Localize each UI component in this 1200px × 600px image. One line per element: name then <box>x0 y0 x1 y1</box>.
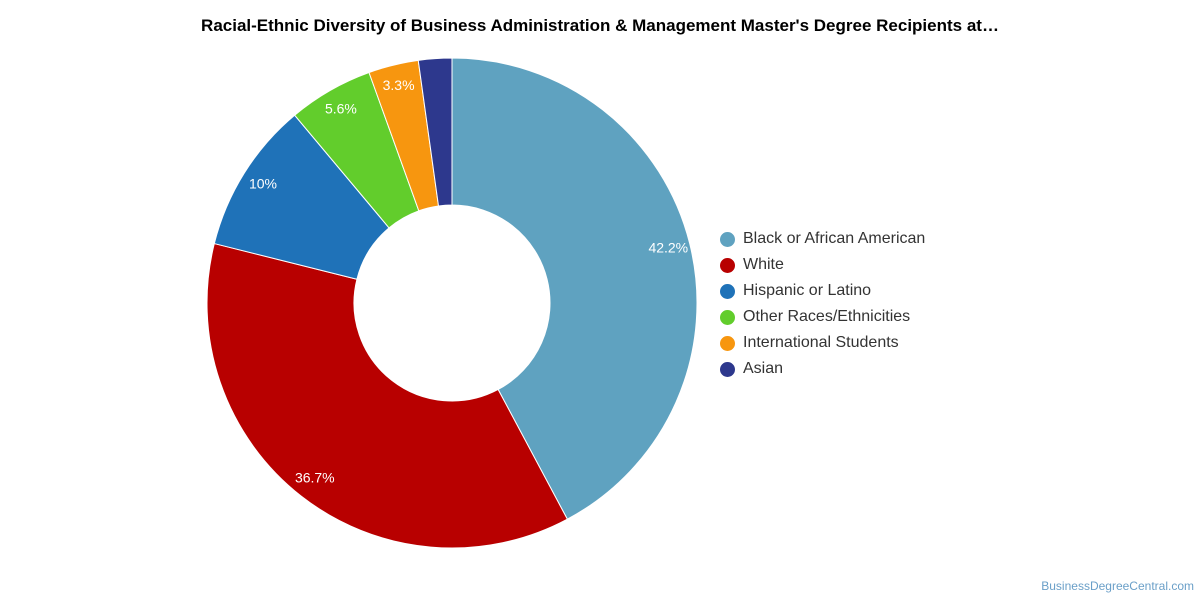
slice-label: 5.6% <box>325 100 357 116</box>
legend-label: Black or African American <box>743 230 926 247</box>
slice-black-or-african-american[interactable] <box>451 57 698 520</box>
legend-item[interactable]: International Students <box>720 330 925 356</box>
slice-label: 3.3% <box>383 77 415 93</box>
legend-label: Asian <box>743 360 784 377</box>
legend-item[interactable]: White <box>720 252 925 278</box>
slice-label: 10% <box>249 175 277 191</box>
chart-title: Racial-Ethnic Diversity of Business Admi… <box>201 16 999 35</box>
legend-label: White <box>743 256 784 273</box>
legend-swatch <box>720 309 735 325</box>
slice-label: 36.7% <box>295 469 335 485</box>
slice-label: 42.2% <box>648 240 688 256</box>
chart-legend: Black or African American White Hispanic o… <box>720 226 925 382</box>
legend-swatch <box>720 361 735 377</box>
legend-item[interactable]: Other Races/Ethnicities <box>720 304 925 330</box>
legend-label: International Students <box>743 334 899 351</box>
legend-label: Hispanic or Latino <box>743 282 872 299</box>
legend-item[interactable]: Hispanic or Latino <box>720 278 925 304</box>
legend-label: Other Races/Ethnicities <box>743 308 911 325</box>
legend-swatch <box>720 335 735 351</box>
legend-item[interactable]: Asian <box>720 356 925 382</box>
legend-swatch <box>720 257 735 273</box>
source-watermark[interactable]: BusinessDegreeCentral.com <box>1041 579 1194 593</box>
legend-swatch <box>720 283 735 299</box>
legend-swatch <box>720 231 735 247</box>
slice-asian[interactable] <box>417 57 453 207</box>
legend-item[interactable]: Black or African American <box>720 226 925 252</box>
slice-white[interactable] <box>206 242 568 549</box>
